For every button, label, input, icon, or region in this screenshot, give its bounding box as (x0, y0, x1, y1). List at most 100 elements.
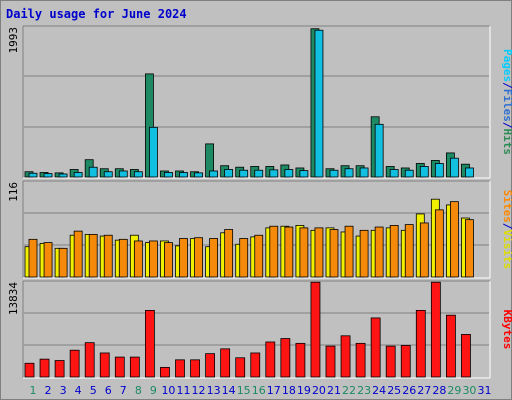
bar-files-day-10 (164, 172, 173, 178)
bar-files-day-15 (239, 169, 249, 178)
day-label-4: 4 (75, 384, 82, 397)
bar-kbytes-day-8 (129, 356, 140, 378)
day-label-18: 18 (282, 384, 296, 397)
bar-kbytes-day-19 (295, 342, 306, 378)
bar-sites-day-29 (449, 201, 459, 278)
bar-kbytes-day-7 (114, 356, 125, 378)
day-label-10: 10 (161, 384, 175, 397)
bar-files-day-8 (133, 171, 143, 178)
bar-files-day-5 (88, 166, 98, 178)
day-label-25: 25 (387, 384, 401, 397)
bar-sites-day-19 (299, 227, 309, 278)
bar-files-day-9 (148, 126, 158, 178)
bar-files-day-26 (404, 169, 414, 178)
chart-title: Daily usage for June 2024 (6, 7, 187, 21)
bar-kbytes-day-18 (280, 338, 291, 378)
bar-files-day-29 (449, 157, 459, 178)
bar-files-day-14 (224, 169, 234, 178)
bar-files-day-28 (434, 163, 444, 178)
bar-kbytes-day-28 (430, 281, 441, 378)
bar-sites-day-11 (179, 238, 188, 278)
bar-files-day-2 (43, 173, 53, 178)
bar-sites-day-3 (58, 247, 68, 278)
panel-0 (23, 26, 490, 178)
day-label-15: 15 (237, 384, 251, 397)
bar-kbytes-day-5 (84, 342, 95, 378)
bar-files-day-17 (269, 169, 279, 178)
day-label-30: 30 (462, 384, 476, 397)
legend: Pages/Files/Hits (501, 49, 512, 155)
bar-files-day-3 (58, 173, 68, 178)
legend-item: KBytes (501, 310, 512, 350)
bar-files-day-25 (389, 169, 399, 178)
bar-kbytes-day-26 (400, 345, 411, 378)
bar-files-day-23 (359, 167, 369, 178)
bar-files-day-12 (194, 172, 203, 178)
bar-files-day-19 (299, 170, 309, 178)
day-label-21: 21 (327, 384, 341, 397)
bar-sites-day-1 (28, 238, 38, 278)
day-label-16: 16 (252, 384, 266, 397)
bar-files-day-21 (329, 169, 339, 178)
bar-kbytes-day-29 (445, 314, 456, 378)
y-max-label: 1993 (7, 27, 20, 54)
legend-item: / (501, 223, 512, 230)
bar-kbytes-day-30 (461, 334, 471, 378)
bar-files-day-11 (179, 172, 188, 178)
legend-item: Sites (501, 190, 512, 223)
bar-sites-day-23 (359, 229, 369, 278)
day-label-13: 13 (207, 384, 221, 397)
legend-item: Pages (501, 49, 512, 82)
bar-kbytes-day-1 (24, 362, 35, 378)
day-label-17: 17 (267, 384, 281, 397)
bar-kbytes-day-9 (144, 309, 155, 378)
bar-sites-day-18 (284, 226, 294, 278)
bar-sites-day-5 (88, 234, 98, 278)
bar-sites-day-28 (434, 209, 444, 278)
bar-kbytes-day-20 (310, 281, 321, 378)
day-label-1: 1 (30, 384, 37, 397)
bar-files-day-6 (103, 171, 113, 178)
bar-files-day-27 (419, 166, 429, 178)
day-label-19: 19 (297, 384, 311, 397)
bar-kbytes-day-23 (355, 342, 366, 378)
legend-item: Files (501, 89, 512, 122)
legend-item: Visits (501, 230, 512, 270)
bar-files-day-7 (118, 170, 128, 178)
legend-item: / (501, 82, 512, 89)
day-label-8: 8 (135, 384, 142, 397)
day-label-12: 12 (192, 384, 206, 397)
day-label-20: 20 (312, 384, 326, 397)
bar-sites-day-14 (224, 229, 234, 278)
bar-sites-day-21 (329, 229, 339, 278)
day-label-9: 9 (150, 384, 157, 397)
bar-files-day-20 (314, 29, 324, 178)
bar-sites-day-7 (118, 238, 128, 278)
bar-sites-day-6 (103, 234, 113, 278)
bar-kbytes-day-21 (325, 345, 336, 378)
day-label-6: 6 (105, 384, 112, 397)
bar-files-day-24 (374, 123, 384, 178)
bar-files-day-1 (28, 172, 38, 178)
bar-files-day-4 (73, 172, 83, 178)
bar-files-day-18 (284, 169, 294, 178)
bar-kbytes-day-22 (340, 335, 351, 378)
bar-kbytes-day-6 (99, 352, 110, 378)
day-label-3: 3 (60, 384, 67, 397)
day-label-14: 14 (222, 384, 236, 397)
day-label-2: 2 (45, 384, 52, 397)
day-label-27: 27 (417, 384, 431, 397)
bar-kbytes-day-11 (175, 359, 185, 378)
bar-kbytes-day-25 (385, 345, 396, 378)
bar-sites-day-30 (465, 219, 474, 278)
bar-kbytes-day-10 (160, 366, 170, 378)
day-label-29: 29 (447, 384, 461, 397)
bar-sites-day-27 (419, 222, 429, 278)
bar-kbytes-day-3 (54, 360, 65, 378)
bar-kbytes-day-16 (250, 352, 261, 378)
bar-kbytes-day-17 (265, 341, 276, 378)
day-label-11: 11 (177, 384, 191, 397)
legend: Sites/Visits (501, 190, 512, 270)
bar-sites-day-15 (239, 238, 249, 278)
